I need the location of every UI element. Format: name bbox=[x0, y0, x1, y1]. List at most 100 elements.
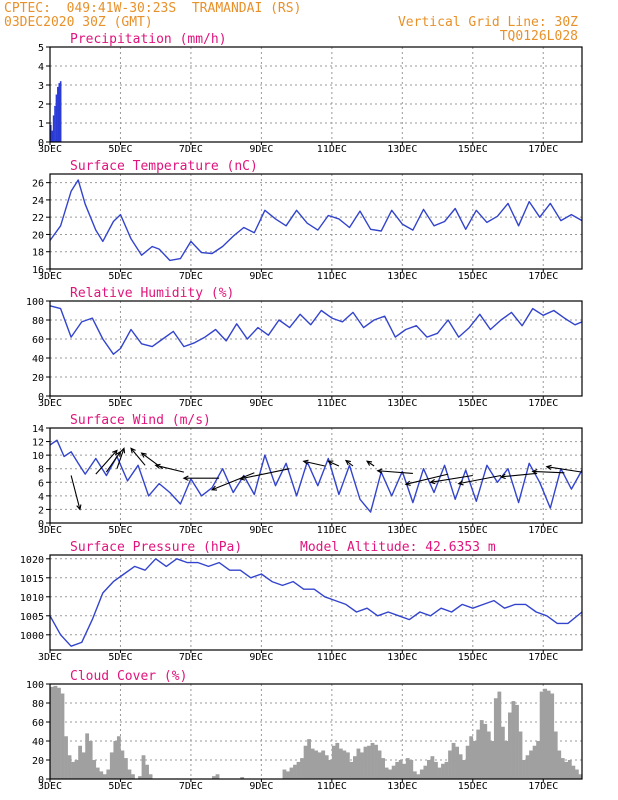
cloud-bar bbox=[504, 741, 509, 779]
wind-arrow bbox=[546, 466, 583, 473]
wind-arrow-head bbox=[429, 478, 436, 485]
wind-arrow bbox=[105, 451, 121, 473]
cloud-bar bbox=[567, 760, 572, 779]
wind-arrow bbox=[155, 464, 185, 473]
cloud-bar bbox=[328, 760, 333, 779]
x-tick-label: 11DEC bbox=[317, 398, 347, 409]
header-model: TQ0126L028 bbox=[499, 29, 578, 44]
y-tick-label: 20 bbox=[32, 373, 44, 384]
wind-arrow-head bbox=[112, 449, 118, 456]
precip-bar bbox=[51, 130, 54, 142]
y-tick-label: 60 bbox=[32, 335, 44, 346]
cloud-bar bbox=[564, 761, 569, 779]
x-tick-label: 11DEC bbox=[317, 652, 347, 663]
x-tick-label: 17DEC bbox=[528, 781, 558, 792]
cloud-bar bbox=[539, 691, 544, 779]
header-grid-line: Vertical Grid Line: 30Z bbox=[397, 15, 578, 30]
cloud-bar bbox=[525, 755, 530, 779]
y-tick-label: 20 bbox=[32, 230, 44, 241]
cloud-bar bbox=[53, 685, 58, 779]
cloud-bar bbox=[141, 755, 146, 779]
wind-arrow-head bbox=[457, 480, 464, 486]
x-tick-label: 7DEC bbox=[179, 144, 203, 155]
precip-bar bbox=[55, 94, 58, 142]
cloud-bar bbox=[430, 756, 435, 779]
cloud-bar bbox=[310, 748, 315, 779]
y-tick-label: 18 bbox=[32, 248, 44, 259]
x-tick-label: 3DEC bbox=[38, 525, 62, 536]
wind-arrow bbox=[116, 448, 125, 469]
panel-frame bbox=[49, 173, 583, 270]
cloud-bar bbox=[543, 688, 548, 779]
cloud-bar bbox=[317, 752, 322, 779]
cloud-bar bbox=[441, 763, 445, 779]
x-tick-label: 3DEC bbox=[38, 652, 62, 663]
y-tick-label: 10 bbox=[32, 451, 44, 462]
x-tick-label: 17DEC bbox=[528, 652, 558, 663]
cloud-bar bbox=[571, 765, 576, 779]
cloud-bar bbox=[384, 767, 389, 779]
panel-title: Cloud Cover (%) bbox=[70, 669, 187, 684]
header-station: CPTEC: 049:41W-30:23S TRAMANDAI (RS) bbox=[4, 1, 302, 16]
cloud-bar bbox=[515, 704, 519, 779]
cloud-bar bbox=[138, 776, 142, 779]
x-tick-label: 9DEC bbox=[249, 525, 273, 536]
y-tick-label: 0 bbox=[38, 138, 44, 149]
cloud-bar bbox=[102, 774, 107, 779]
cloud-bar bbox=[493, 698, 498, 779]
panel-title: Precipitation (mm/h) bbox=[70, 32, 227, 47]
cloud-bar bbox=[67, 755, 72, 779]
y-tick-label: 12 bbox=[32, 438, 44, 449]
wind-arrow-head bbox=[344, 459, 351, 466]
series-line bbox=[49, 179, 583, 262]
cloud-bar bbox=[458, 754, 463, 779]
cloud-bar bbox=[529, 750, 533, 779]
y-tick-label: 1020 bbox=[20, 555, 44, 566]
cloud-bar bbox=[500, 726, 505, 779]
panel-title: Surface Wind (m/s) bbox=[70, 413, 211, 428]
x-tick-label: 9DEC bbox=[249, 144, 273, 155]
cloud-bar bbox=[50, 686, 54, 779]
wind-arrow bbox=[430, 474, 473, 483]
x-tick-label: 17DEC bbox=[528, 271, 558, 282]
precip-bar bbox=[57, 86, 59, 142]
cloud-bar bbox=[455, 746, 459, 779]
cloud-bar bbox=[479, 720, 484, 779]
x-tick-label: 15DEC bbox=[458, 652, 488, 663]
wind-arrow bbox=[458, 474, 502, 485]
cloud-bar bbox=[423, 765, 428, 779]
panel-frame bbox=[49, 427, 583, 524]
cloud-bar bbox=[99, 771, 104, 779]
cloud-bar bbox=[451, 742, 456, 779]
cloud-bar bbox=[416, 774, 421, 779]
cloud-bar bbox=[338, 748, 343, 779]
x-tick-label: 9DEC bbox=[249, 271, 273, 282]
panel-title: Surface Temperature (nC) bbox=[70, 159, 258, 174]
y-tick-label: 2 bbox=[38, 100, 44, 111]
cloud-bar bbox=[240, 777, 245, 779]
cloud-bar bbox=[296, 761, 301, 779]
panel-title: Relative Humidity (%) bbox=[70, 286, 234, 301]
x-tick-label: 11DEC bbox=[317, 781, 347, 792]
x-tick-label: 3DEC bbox=[38, 271, 62, 282]
cloud-bar bbox=[321, 750, 326, 779]
x-tick-label: 15DEC bbox=[458, 144, 488, 155]
cloud-bar bbox=[511, 701, 516, 779]
cloud-bar bbox=[553, 731, 558, 779]
cloud-bar bbox=[536, 741, 541, 779]
x-tick-label: 11DEC bbox=[317, 144, 347, 155]
y-tick-label: 4 bbox=[38, 62, 44, 73]
cloud-bar bbox=[131, 774, 135, 779]
cloud-bar bbox=[388, 769, 393, 779]
cloud-bar bbox=[282, 769, 287, 779]
cloud-bar bbox=[465, 745, 470, 779]
y-tick-label: 100 bbox=[26, 297, 44, 308]
precip-bar bbox=[59, 81, 62, 142]
cloud-bar bbox=[307, 739, 312, 779]
cloud-bar bbox=[398, 760, 403, 779]
cloud-bar bbox=[215, 774, 220, 779]
y-tick-label: 1010 bbox=[20, 593, 44, 604]
cloud-bar bbox=[127, 769, 132, 779]
cloud-bar bbox=[405, 758, 410, 779]
